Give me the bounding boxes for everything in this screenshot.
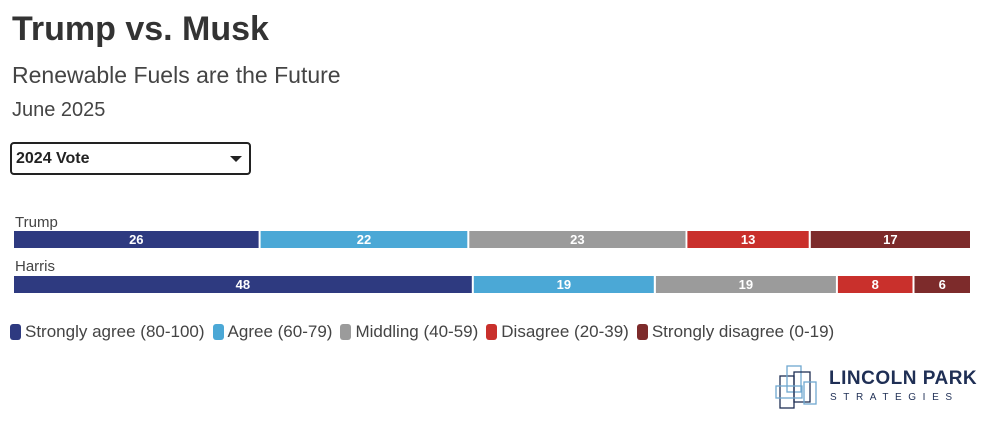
survey-date: June 2025 [12, 99, 106, 121]
bar-value-label: 22 [357, 232, 371, 247]
bar-value-label: 26 [129, 232, 143, 247]
chart-title: Trump vs. Musk [12, 10, 269, 48]
legend-label: Disagree (20-39) [501, 322, 629, 341]
bar-segment[interactable] [469, 231, 686, 248]
legend-item[interactable]: Disagree (20-39) [486, 322, 629, 342]
bar-value-label: 13 [741, 232, 755, 247]
dropdown-selected-value: 2024 Vote [16, 149, 90, 167]
category-label: Harris [15, 258, 55, 275]
chart-subtitle: Renewable Fuels are the Future [12, 62, 341, 88]
legend-label: Strongly agree (80-100) [25, 322, 205, 341]
legend-swatch [212, 324, 224, 340]
legend-swatch [340, 324, 352, 340]
legend-swatch [10, 324, 21, 340]
bar-segment[interactable] [260, 231, 468, 248]
bar-segment[interactable] [14, 276, 472, 293]
legend-label: Strongly disagree (0-19) [651, 322, 835, 341]
legend-item[interactable]: Agree (60-79) [212, 322, 333, 342]
stacked-bar-chart: Trump 26 22 23 13 17 Harris 48 19 19 8 6 [14, 214, 971, 293]
logo-text-primary: LINCOLN PARK [829, 368, 978, 389]
logo-text-secondary: STRATEGIES [830, 392, 959, 403]
bar-value-label: 19 [557, 277, 571, 292]
bar-value-label: 19 [739, 277, 753, 292]
bar-segment[interactable] [655, 276, 836, 293]
legend-label: Agree (60-79) [227, 322, 333, 341]
bar-value-label: 6 [939, 277, 946, 292]
bar-value-label: 48 [236, 277, 250, 292]
chart-legend: Strongly agree (80-100) Agree (60-79) Midd… [10, 322, 842, 342]
legend-item[interactable]: Strongly agree (80-100) [10, 322, 205, 342]
legend-item[interactable]: Middling (40-59) [340, 322, 478, 342]
legend-swatch [486, 324, 498, 340]
legend-item[interactable]: Strongly disagree (0-19) [636, 322, 835, 342]
bar-segment[interactable] [14, 231, 259, 248]
bar-value-label: 8 [872, 277, 879, 292]
chevron-down-icon [230, 156, 242, 162]
bar-segment[interactable] [914, 276, 971, 293]
vote-filter-dropdown[interactable]: 2024 Vote [10, 142, 251, 175]
legend-swatch [636, 324, 648, 340]
category-label: Trump [15, 214, 58, 231]
logo-mark-icon [775, 365, 817, 409]
bar-segment[interactable] [837, 276, 913, 293]
bar-value-label: 23 [570, 232, 584, 247]
bar-value-label: 17 [883, 232, 897, 247]
bar-segment[interactable] [473, 276, 654, 293]
bar-segment[interactable] [687, 231, 809, 248]
lincoln-park-strategies-logo: LINCOLN PARK STRATEGIES [774, 362, 979, 410]
legend-label: Middling (40-59) [355, 322, 479, 341]
bar-segment[interactable] [810, 231, 970, 248]
